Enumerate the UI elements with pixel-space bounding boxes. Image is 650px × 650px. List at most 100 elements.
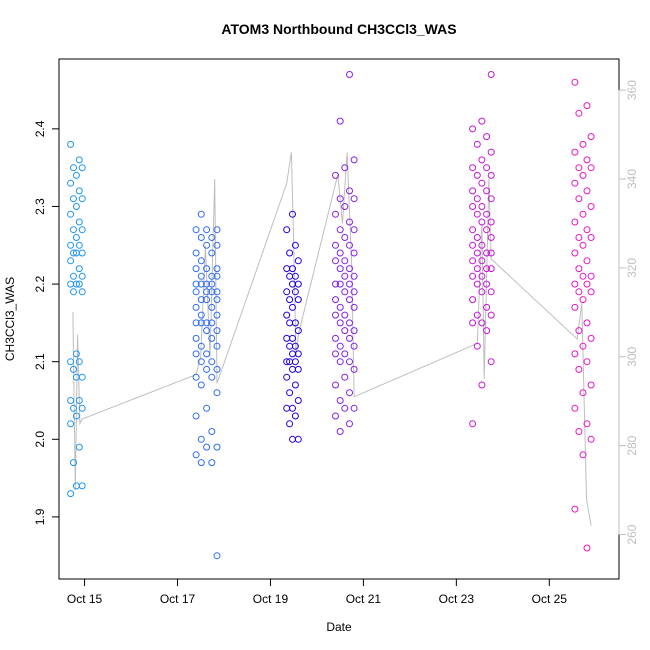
data-point bbox=[332, 241, 339, 249]
data-point bbox=[336, 358, 344, 366]
data-point bbox=[203, 241, 211, 249]
data-point bbox=[579, 451, 587, 459]
data-point bbox=[483, 280, 491, 288]
plot-frame bbox=[58, 58, 620, 580]
y-tick-label: 2.2 bbox=[33, 275, 47, 292]
data-point bbox=[469, 296, 477, 304]
data-point bbox=[587, 334, 595, 342]
data-point bbox=[583, 319, 591, 327]
data-point bbox=[70, 226, 77, 234]
data-point bbox=[213, 241, 221, 249]
data-point bbox=[473, 311, 481, 319]
data-point bbox=[346, 319, 353, 327]
data-point bbox=[350, 342, 358, 350]
data-point bbox=[208, 459, 216, 467]
x-tick-label: Oct 21 bbox=[346, 592, 382, 606]
data-point bbox=[571, 280, 579, 288]
y2-axis: 260 280 300 320 340 360 bbox=[618, 80, 639, 545]
data-point bbox=[67, 420, 75, 428]
data-point bbox=[283, 404, 291, 412]
data-point bbox=[487, 148, 495, 156]
y2-tick-label: 280 bbox=[625, 435, 639, 455]
data-point bbox=[341, 234, 349, 241]
data-point bbox=[192, 334, 200, 342]
data-point bbox=[70, 459, 77, 467]
data-point bbox=[70, 195, 77, 203]
data-point bbox=[346, 358, 353, 366]
secondary-line-layer bbox=[72, 152, 592, 526]
data-point bbox=[350, 195, 358, 203]
x-axis-label: Date bbox=[326, 620, 352, 634]
data-point bbox=[67, 490, 75, 498]
y2-tick-label: 360 bbox=[625, 80, 639, 100]
data-point bbox=[286, 296, 294, 304]
y2-tick-label: 320 bbox=[625, 258, 639, 278]
data-point bbox=[473, 342, 481, 350]
data-point bbox=[67, 257, 75, 265]
x-axis: Oct 15 Oct 17 Oct 19 Oct 21 Oct 23 Oct 25 bbox=[67, 578, 567, 606]
data-point bbox=[487, 265, 495, 273]
data-point bbox=[346, 420, 353, 428]
data-point bbox=[583, 280, 591, 288]
data-point bbox=[294, 296, 302, 304]
y-axis-label: CH3CCl3_WAS bbox=[3, 277, 17, 361]
data-point bbox=[346, 241, 353, 249]
data-point bbox=[286, 249, 294, 257]
y-tick-label: 2.3 bbox=[33, 198, 47, 215]
data-point bbox=[473, 195, 481, 203]
data-point bbox=[579, 171, 587, 179]
y-tick-label: 2.4 bbox=[33, 120, 47, 137]
data-point bbox=[197, 272, 205, 280]
data-point bbox=[341, 288, 349, 296]
data-point bbox=[203, 319, 211, 327]
data-point bbox=[350, 249, 358, 257]
data-point bbox=[350, 303, 358, 311]
data-point bbox=[78, 288, 86, 296]
data-point bbox=[483, 226, 491, 234]
data-point bbox=[67, 140, 75, 148]
data-point bbox=[346, 334, 353, 342]
data-point bbox=[587, 272, 595, 280]
secondary-line bbox=[72, 152, 592, 526]
data-point bbox=[571, 179, 579, 187]
data-point bbox=[291, 381, 299, 389]
y2-tick-label: 260 bbox=[625, 524, 639, 544]
data-point bbox=[332, 171, 339, 179]
data-point bbox=[289, 404, 296, 412]
data-point bbox=[478, 381, 486, 389]
data-point bbox=[208, 319, 216, 327]
data-point bbox=[197, 210, 205, 218]
data-point bbox=[478, 241, 486, 249]
data-point bbox=[75, 397, 83, 404]
data-point bbox=[291, 241, 299, 249]
data-point bbox=[67, 280, 75, 288]
data-point bbox=[583, 226, 591, 234]
data-point bbox=[286, 420, 294, 428]
data-point bbox=[203, 288, 211, 296]
data-point bbox=[75, 265, 83, 273]
data-point bbox=[203, 265, 211, 273]
data-point bbox=[208, 334, 216, 342]
data-point bbox=[575, 164, 583, 172]
data-point bbox=[75, 156, 83, 164]
data-point bbox=[341, 311, 349, 319]
data-point bbox=[294, 327, 302, 335]
data-point bbox=[203, 350, 211, 358]
x-tick-label: Oct 19 bbox=[253, 592, 289, 606]
data-point bbox=[203, 280, 211, 288]
data-point bbox=[72, 234, 80, 241]
y-tick-label: 2.0 bbox=[33, 431, 47, 448]
data-point bbox=[483, 164, 491, 172]
data-point bbox=[67, 358, 75, 366]
data-point bbox=[483, 327, 491, 335]
data-point bbox=[213, 365, 221, 373]
data-point bbox=[72, 249, 80, 257]
data-point bbox=[197, 280, 205, 288]
data-point bbox=[283, 373, 291, 381]
data-point bbox=[336, 226, 344, 234]
data-point bbox=[192, 373, 200, 381]
y-tick-label: 2.1 bbox=[33, 353, 47, 370]
data-point bbox=[469, 319, 477, 327]
data-point bbox=[473, 280, 481, 288]
data-point bbox=[575, 234, 583, 241]
